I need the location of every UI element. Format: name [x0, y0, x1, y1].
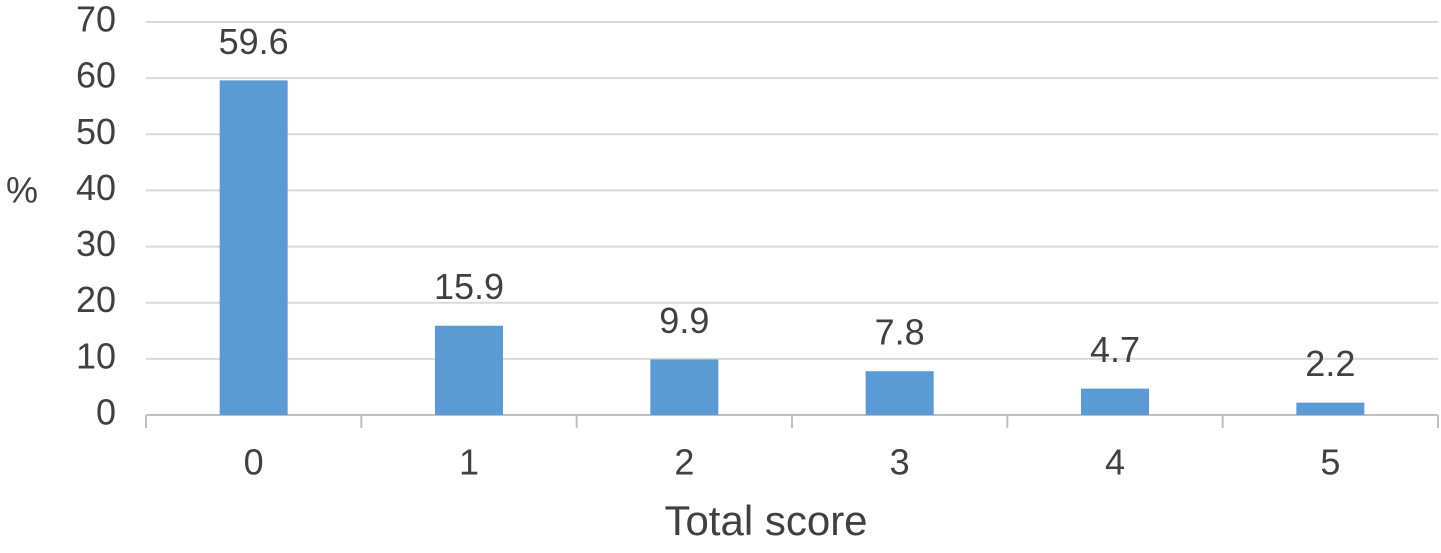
y-axis-label: %	[6, 170, 38, 211]
bar	[435, 325, 503, 415]
y-tick-label: 50	[76, 111, 116, 152]
x-tick-label: 1	[459, 442, 479, 483]
x-tick-label: 0	[244, 442, 264, 483]
bar	[650, 359, 719, 415]
y-tick-label: 70	[76, 0, 116, 40]
bar	[219, 80, 288, 415]
x-tick-label: 2	[674, 442, 694, 483]
data-label: 59.6	[219, 21, 289, 62]
y-tick-label: 20	[76, 279, 116, 320]
data-label: 4.7	[1090, 329, 1140, 370]
x-tick-label: 4	[1105, 442, 1125, 483]
y-tick-label: 0	[96, 392, 116, 433]
data-label: 9.9	[659, 300, 709, 341]
x-tick-label: 5	[1320, 442, 1340, 483]
y-tick-label: 30	[76, 223, 116, 264]
y-tick-label: 40	[76, 167, 116, 208]
bar	[1296, 402, 1365, 415]
y-tick-label: 60	[76, 55, 116, 96]
bar	[865, 371, 934, 415]
data-label: 15.9	[434, 266, 504, 307]
data-label: 2.2	[1305, 343, 1355, 384]
x-tick-label: 3	[890, 442, 910, 483]
x-axis-label: Total score	[664, 497, 867, 544]
y-tick-label: 10	[76, 335, 116, 376]
data-label: 7.8	[875, 312, 925, 353]
bar	[1081, 388, 1149, 415]
